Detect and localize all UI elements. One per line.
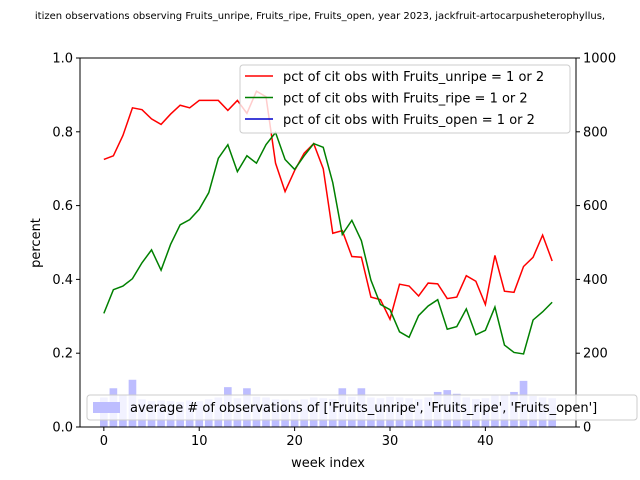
y-tick-label: 0.2	[52, 347, 73, 362]
line-legend: pct of cit obs with Fruits_unripe = 1 or…	[239, 64, 571, 134]
y-axis-right: 0 200 400 600 800 1000	[576, 52, 616, 436]
line-legend-box	[239, 64, 571, 134]
y2-tick-label: 1000	[583, 52, 616, 67]
legend-label-0: pct of cit obs with Fruits_unripe = 1 or…	[283, 70, 544, 85]
y-tick-label: 0.8	[52, 125, 73, 140]
bar-legend-box	[86, 394, 638, 421]
y-axis-label: percent	[29, 218, 44, 268]
series-line-1	[103, 131, 553, 355]
legend-label-2: pct of cit obs with Fruits_open = 1 or 2	[283, 113, 535, 128]
y2-tick-label: 600	[583, 199, 608, 214]
x-tick-label: 30	[382, 434, 399, 449]
legend-label-1: pct of cit obs with Fruits_ripe = 1 or 2	[283, 92, 528, 107]
x-tick-label: 40	[477, 434, 494, 449]
y2-tick-label: 800	[583, 125, 608, 140]
lines-layer	[103, 90, 553, 355]
plot-frame	[79, 57, 577, 428]
x-tick-label: 10	[191, 434, 208, 449]
x-tick-label: 20	[286, 434, 303, 449]
bar-legend-label: average # of observations of ['Fruits_un…	[130, 401, 597, 416]
y-tick-label: 0.6	[52, 199, 73, 214]
y-tick-label: 0.0	[52, 421, 73, 436]
y-tick-label: 0.4	[52, 273, 73, 288]
y2-tick-label: 200	[583, 347, 608, 362]
y-tick-label: 1.0	[52, 52, 73, 67]
y2-tick-label: 0	[583, 421, 591, 436]
series-line-0	[103, 90, 553, 322]
x-tick-label: 0	[100, 434, 108, 449]
x-axis: 0 10 20 30 40	[100, 427, 494, 449]
chart-title: itizen observations observing Fruits_unr…	[35, 11, 605, 22]
bar-legend: average # of observations of ['Fruits_un…	[86, 394, 638, 421]
x-axis-label: week index	[291, 456, 365, 471]
y2-tick-label: 400	[583, 273, 608, 288]
bar-legend-swatch	[93, 402, 120, 413]
y-axis-left: 0.0 0.2 0.4 0.6 0.8 1.0	[52, 52, 80, 436]
